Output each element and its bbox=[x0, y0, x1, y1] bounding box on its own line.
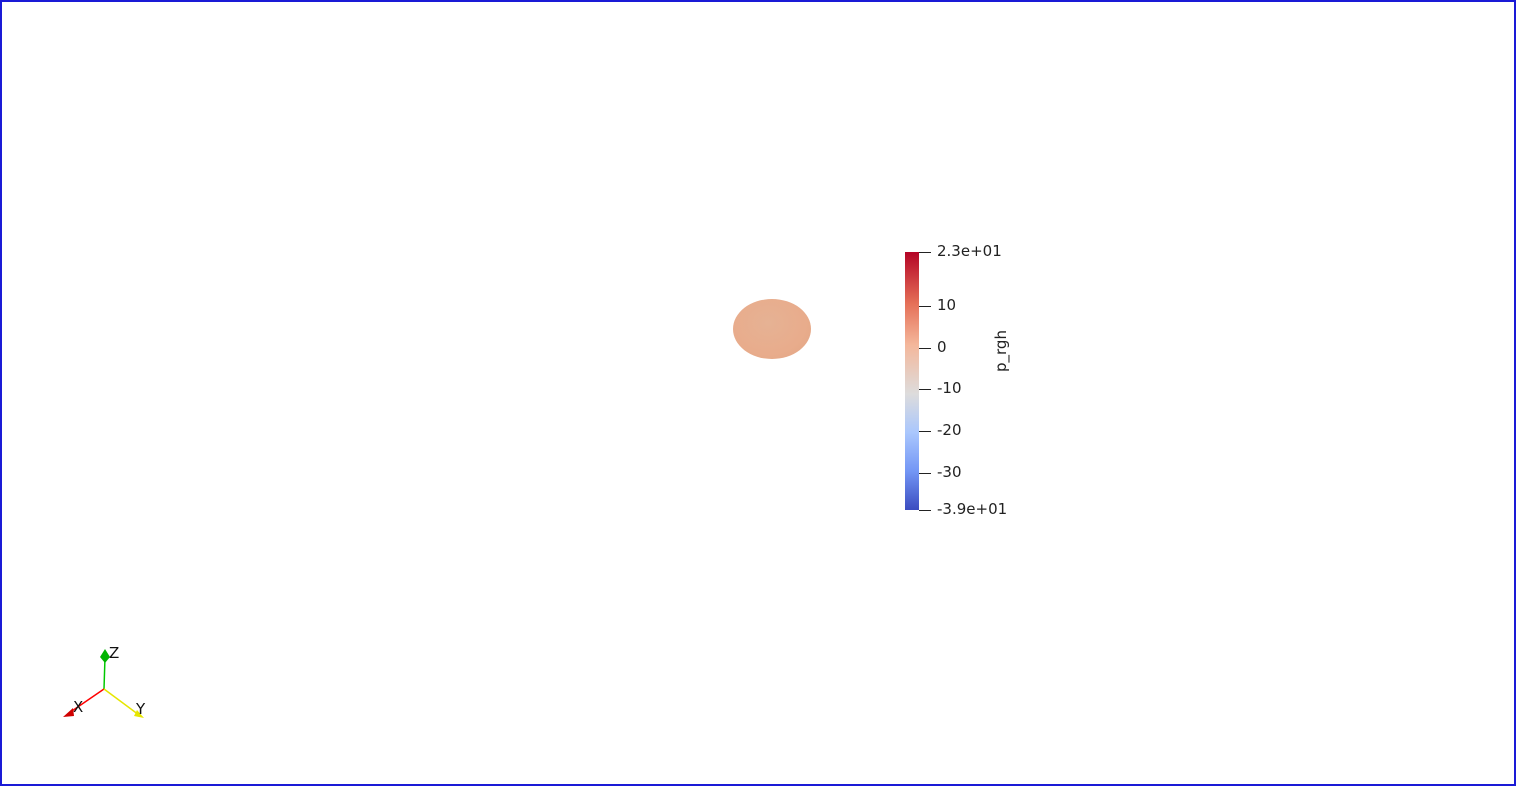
y-axis-label: Y bbox=[135, 700, 146, 718]
colorbar-gradient bbox=[905, 252, 919, 510]
colorbar-tick-mark bbox=[919, 510, 931, 511]
orientation-axes-widget: Z X Y bbox=[63, 644, 146, 718]
y-axis-line bbox=[103, 688, 140, 716]
colorbar-tick-mark bbox=[919, 252, 931, 253]
y-axis-cone-icon bbox=[134, 710, 144, 718]
colorbar-tick-label: -30 bbox=[937, 463, 962, 481]
rendered-droplet bbox=[733, 299, 811, 359]
colorbar-tick-label: -10 bbox=[937, 379, 962, 397]
colorbar-tick-mark bbox=[919, 348, 931, 349]
colorbar-tick-label: -20 bbox=[937, 421, 962, 439]
colorbar-tick-mark bbox=[919, 431, 931, 432]
x-axis-line bbox=[68, 688, 105, 714]
colorbar-tick-mark bbox=[919, 473, 931, 474]
colorbar-tick-mark bbox=[919, 306, 931, 307]
x-axis-label: X bbox=[73, 698, 83, 716]
colorbar-title: p_rgh bbox=[992, 330, 1010, 372]
colorbar-tick-mark bbox=[919, 389, 931, 390]
x-axis-cone-icon bbox=[63, 708, 74, 717]
colorbar-tick-label: 10 bbox=[937, 296, 957, 314]
colorbar-tick-label: 0 bbox=[937, 338, 947, 356]
colorbar-tick-label: -3.9e+01 bbox=[937, 500, 1008, 518]
colorbar-tick-label: 2.3e+01 bbox=[937, 242, 1002, 260]
z-axis-label: Z bbox=[109, 644, 119, 662]
z-axis-cone-icon bbox=[100, 649, 110, 663]
